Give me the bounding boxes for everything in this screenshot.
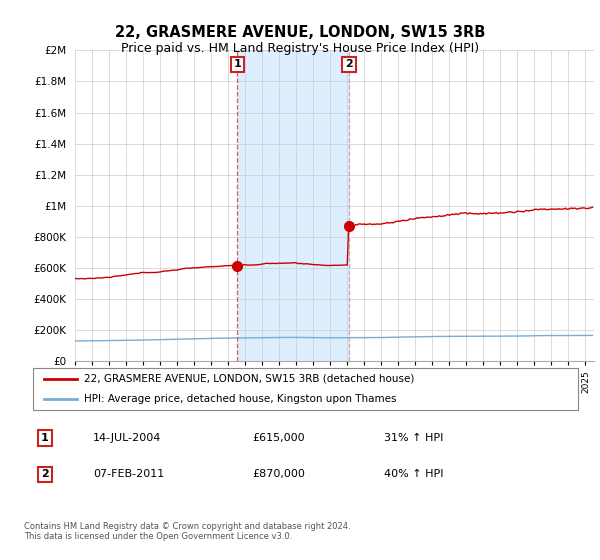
Text: 2: 2 <box>345 59 353 69</box>
Text: Contains HM Land Registry data © Crown copyright and database right 2024.
This d: Contains HM Land Registry data © Crown c… <box>24 522 350 542</box>
Text: 1: 1 <box>41 433 49 443</box>
Text: HPI: Average price, detached house, Kingston upon Thames: HPI: Average price, detached house, King… <box>84 394 397 404</box>
Text: 22, GRASMERE AVENUE, LONDON, SW15 3RB: 22, GRASMERE AVENUE, LONDON, SW15 3RB <box>115 25 485 40</box>
Text: 40% ↑ HPI: 40% ↑ HPI <box>384 469 443 479</box>
Text: 22, GRASMERE AVENUE, LONDON, SW15 3RB (detached house): 22, GRASMERE AVENUE, LONDON, SW15 3RB (d… <box>84 374 415 384</box>
Text: 1: 1 <box>233 59 241 69</box>
Text: Price paid vs. HM Land Registry's House Price Index (HPI): Price paid vs. HM Land Registry's House … <box>121 42 479 55</box>
Text: £870,000: £870,000 <box>252 469 305 479</box>
Text: 14-JUL-2004: 14-JUL-2004 <box>93 433 161 443</box>
Text: 2: 2 <box>41 469 49 479</box>
Text: 31% ↑ HPI: 31% ↑ HPI <box>384 433 443 443</box>
FancyBboxPatch shape <box>33 367 578 410</box>
Text: £615,000: £615,000 <box>252 433 305 443</box>
Text: 07-FEB-2011: 07-FEB-2011 <box>93 469 164 479</box>
